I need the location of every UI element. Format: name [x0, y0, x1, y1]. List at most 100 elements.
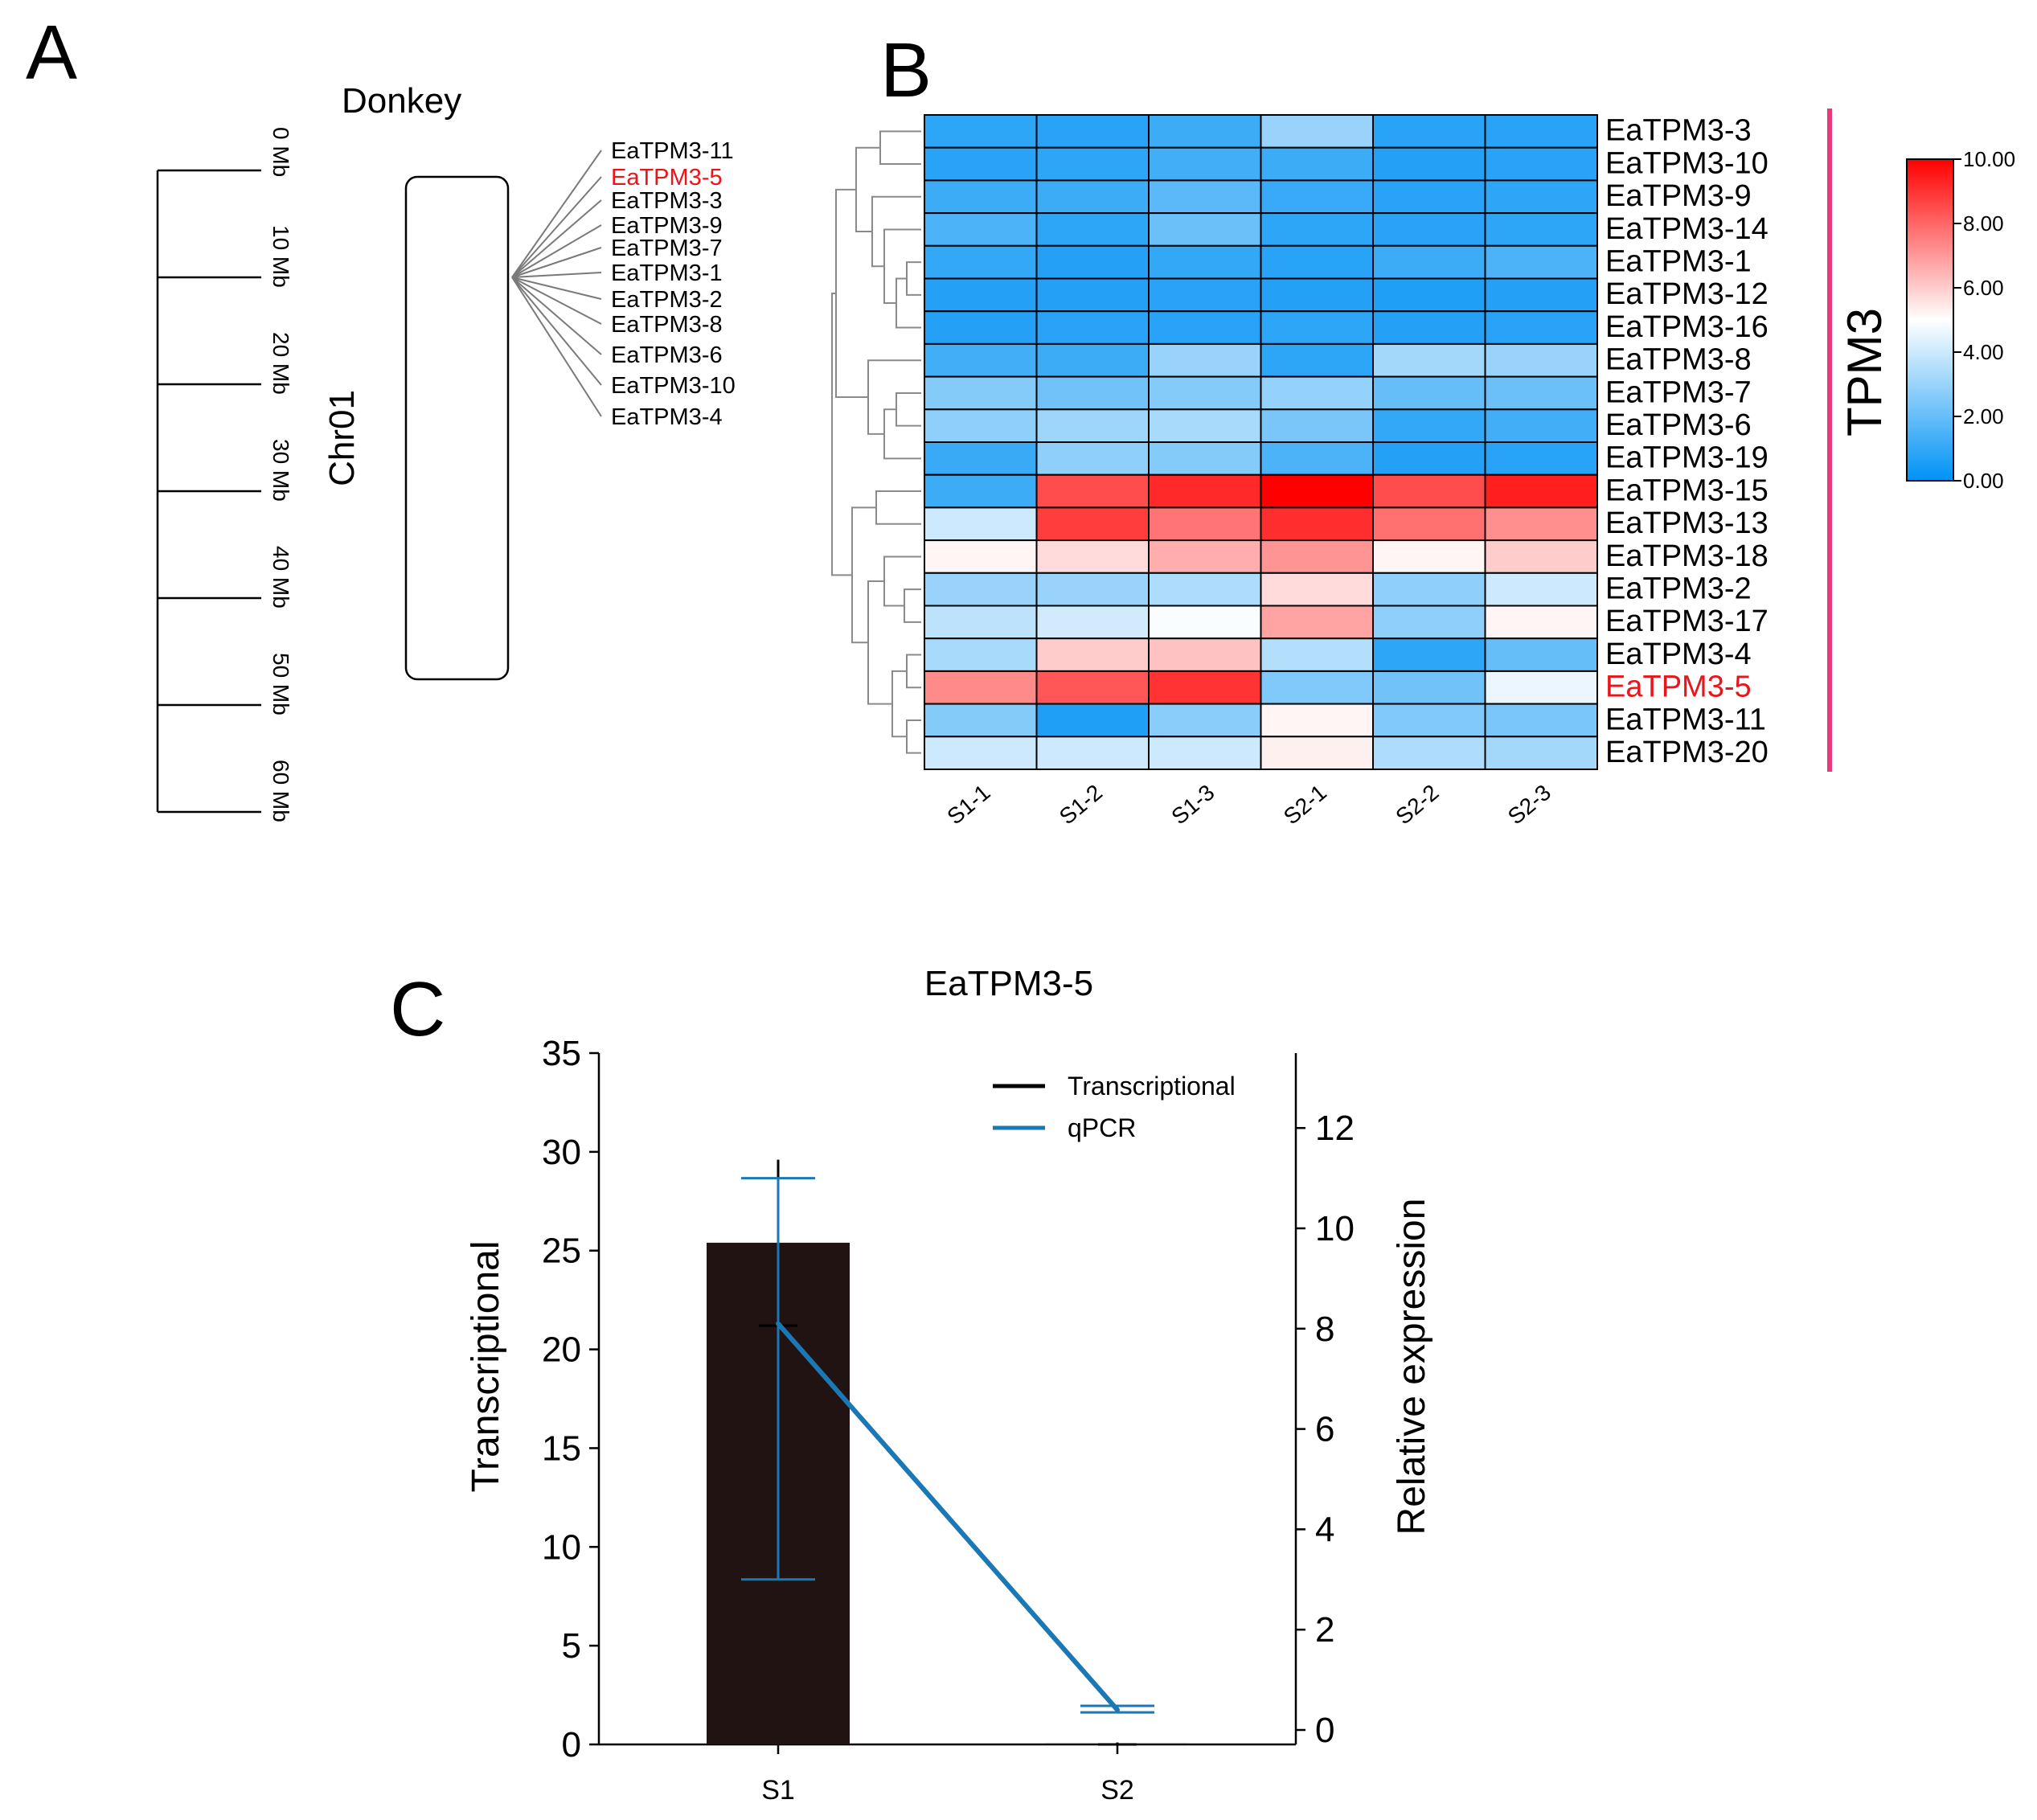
- dendrogram-branch: [896, 277, 921, 329]
- gene-link-EaTPM3-4: [511, 277, 602, 417]
- heat-cell-EaTPM3-4-S1-2: [1035, 637, 1150, 672]
- panel-a: A Donkey 0 Mb 10 Mb 20 Mb 30 Mb 40 Mb 50…: [26, 10, 736, 822]
- chart-axes: 0 5 10 15 20 25 30 35 0 2 4 6 8 10 12 S1 S2: [542, 1034, 1355, 1806]
- heat-cell-EaTPM3-4-S2-2: [1372, 637, 1486, 672]
- left-tick-label-0: 0: [562, 1725, 581, 1765]
- legend-label-10: 10.00: [1963, 147, 2015, 171]
- heat-cell-EaTPM3-7-S2-1: [1260, 375, 1374, 411]
- heat-cell-EaTPM3-7-S1-2: [1035, 375, 1150, 411]
- heat-row-label-EaTPM3-16: EaTPM3-16: [1605, 310, 1769, 344]
- heatmap-cells: [924, 114, 1598, 770]
- heat-cell-EaTPM3-3-S2-3: [1484, 114, 1598, 149]
- heat-cell-EaTPM3-14-S1-1: [924, 212, 1038, 247]
- heat-row-label-EaTPM3-13: EaTPM3-13: [1605, 506, 1769, 540]
- heat-row-label-EaTPM3-3: EaTPM3-3: [1605, 114, 1752, 148]
- gene-label-EaTPM3-2: EaTPM3-2: [611, 287, 723, 313]
- chromosome-label: Chr01: [322, 390, 362, 486]
- panel-a-label: A: [26, 10, 77, 96]
- heat-cell-EaTPM3-13-S2-2: [1372, 506, 1486, 542]
- heat-cell-EaTPM3-10-S2-3: [1484, 146, 1598, 182]
- heat-row-label-EaTPM3-18: EaTPM3-18: [1605, 539, 1769, 573]
- gene-label-EaTPM3-3: EaTPM3-3: [611, 188, 723, 214]
- heat-cell-EaTPM3-18-S2-1: [1260, 539, 1374, 574]
- heat-cell-EaTPM3-5-S1-1: [924, 670, 1038, 705]
- dendrogram-branch: [875, 490, 921, 525]
- dendrogram-branch: [906, 654, 921, 689]
- scale-label-60: 60 Mb: [268, 760, 293, 822]
- heat-cell-EaTPM3-16-S2-1: [1260, 310, 1374, 345]
- heat-cell-EaTPM3-3-S1-2: [1035, 114, 1150, 149]
- dendrogram-branch: [867, 580, 892, 705]
- chart-qpcr-series: [741, 1177, 1154, 1714]
- heat-cell-EaTPM3-5-S1-3: [1148, 670, 1262, 705]
- chart-legend: Transcriptional qPCR: [993, 1072, 1236, 1142]
- heat-cell-EaTPM3-6-S2-2: [1372, 408, 1486, 443]
- right-tick-label-12: 12: [1315, 1109, 1355, 1148]
- heat-cell-EaTPM3-18-S1-3: [1148, 539, 1262, 574]
- right-axis-label: Relative expression: [1391, 1199, 1433, 1535]
- left-tick-label-20: 20: [542, 1330, 581, 1370]
- heat-cell-EaTPM3-11-S1-1: [924, 703, 1038, 738]
- heat-row-label-EaTPM3-10: EaTPM3-10: [1605, 146, 1769, 180]
- dendrogram-branch: [906, 719, 921, 754]
- heat-cell-EaTPM3-14-S1-2: [1035, 212, 1150, 247]
- heat-cell-EaTPM3-9-S2-2: [1372, 179, 1486, 215]
- heat-cell-EaTPM3-5-S2-3: [1484, 670, 1598, 705]
- heat-cell-EaTPM3-6-S1-3: [1148, 408, 1262, 443]
- legend-label-6: 6.00: [1963, 276, 2004, 300]
- heat-cell-EaTPM3-7-S1-1: [924, 375, 1038, 411]
- heat-cell-EaTPM3-1-S2-1: [1260, 244, 1374, 280]
- heat-cell-EaTPM3-20-S1-1: [924, 736, 1038, 770]
- heat-cell-EaTPM3-10-S1-3: [1148, 146, 1262, 182]
- heat-row-label-EaTPM3-2: EaTPM3-2: [1605, 572, 1752, 606]
- heat-cell-EaTPM3-19-S2-2: [1372, 441, 1486, 476]
- gene-links: [511, 150, 602, 417]
- dendrogram-branch: [891, 670, 907, 738]
- heat-cell-EaTPM3-13-S2-1: [1260, 506, 1374, 542]
- scale-label-30: 30 Mb: [268, 439, 293, 502]
- heat-cell-EaTPM3-6-S1-1: [924, 408, 1038, 443]
- gene-link-EaTPM3-1: [511, 272, 602, 278]
- heat-row-label-EaTPM3-5: EaTPM3-5: [1605, 670, 1752, 704]
- gene-label-EaTPM3-5: EaTPM3-5: [611, 165, 723, 191]
- gene-link-EaTPM3-11: [511, 150, 602, 278]
- heat-cell-EaTPM3-10-S1-1: [924, 146, 1038, 182]
- dendrogram-branch: [855, 146, 880, 232]
- heat-cell-EaTPM3-2-S1-2: [1035, 572, 1150, 607]
- heat-cell-EaTPM3-18-S2-3: [1484, 539, 1598, 574]
- dendrogram-branch: [879, 130, 921, 166]
- dendrogram-branch: [883, 228, 921, 305]
- heat-cell-EaTPM3-17-S2-3: [1484, 605, 1598, 640]
- x-tick-label-S2: S2: [1100, 1775, 1134, 1806]
- heat-cell-EaTPM3-15-S1-2: [1035, 473, 1150, 509]
- heat-cell-EaTPM3-15-S2-2: [1372, 473, 1486, 509]
- heat-cell-EaTPM3-11-S2-3: [1484, 703, 1598, 738]
- heat-cell-EaTPM3-13-S1-2: [1035, 506, 1150, 542]
- dendrogram-branch: [904, 588, 921, 623]
- gene-link-EaTPM3-10: [511, 277, 602, 386]
- heat-cell-EaTPM3-20-S2-3: [1484, 736, 1598, 770]
- heat-cell-EaTPM3-19-S1-2: [1035, 441, 1150, 476]
- dendrogram-branch: [896, 391, 921, 427]
- heat-row-label-EaTPM3-11: EaTPM3-11: [1605, 703, 1766, 736]
- legend-label-transcriptional: Transcriptional: [1068, 1072, 1236, 1101]
- heat-row-label-EaTPM3-6: EaTPM3-6: [1605, 408, 1752, 442]
- heat-cell-EaTPM3-17-S2-2: [1372, 605, 1486, 640]
- legend-label-2: 2.00: [1963, 404, 2004, 428]
- gene-label-EaTPM3-8: EaTPM3-8: [611, 312, 723, 338]
- left-axis-label: Transcriptional: [465, 1240, 507, 1492]
- heat-cell-EaTPM3-11-S2-2: [1372, 703, 1486, 738]
- heat-cell-EaTPM3-17-S1-1: [924, 605, 1038, 640]
- heat-cell-EaTPM3-5-S1-2: [1035, 670, 1150, 705]
- heat-cell-EaTPM3-12-S2-1: [1260, 277, 1374, 313]
- gene-label-EaTPM3-1: EaTPM3-1: [611, 260, 723, 286]
- heat-row-label-EaTPM3-19: EaTPM3-19: [1605, 441, 1769, 475]
- heat-col-label-S2-3: S2-3: [1503, 780, 1555, 830]
- heat-cell-EaTPM3-8-S1-2: [1035, 342, 1150, 378]
- heat-cell-EaTPM3-16-S2-2: [1372, 310, 1486, 345]
- group-label: TPM3: [1838, 308, 1892, 437]
- heat-row-label-EaTPM3-9: EaTPM3-9: [1605, 179, 1752, 213]
- heat-cell-EaTPM3-11-S2-1: [1260, 703, 1374, 738]
- heat-cell-EaTPM3-16-S1-2: [1035, 310, 1150, 345]
- panel-b-label: B: [880, 27, 932, 113]
